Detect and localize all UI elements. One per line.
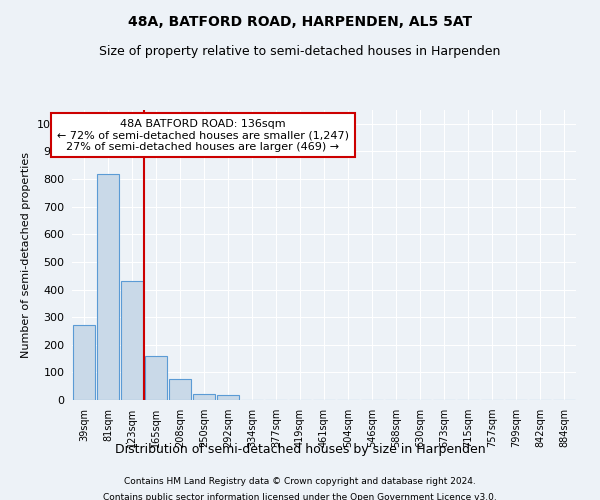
Bar: [217, 395, 239, 400]
Text: Size of property relative to semi-detached houses in Harpenden: Size of property relative to semi-detach…: [100, 45, 500, 58]
Bar: [97, 174, 119, 400]
Bar: [121, 281, 143, 400]
Text: 48A BATFORD ROAD: 136sqm
← 72% of semi-detached houses are smaller (1,247)
27% o: 48A BATFORD ROAD: 136sqm ← 72% of semi-d…: [57, 118, 349, 152]
Y-axis label: Number of semi-detached properties: Number of semi-detached properties: [21, 152, 31, 358]
Text: Contains HM Land Registry data © Crown copyright and database right 2024.: Contains HM Land Registry data © Crown c…: [124, 478, 476, 486]
Text: Distribution of semi-detached houses by size in Harpenden: Distribution of semi-detached houses by …: [115, 442, 485, 456]
Text: 48A, BATFORD ROAD, HARPENDEN, AL5 5AT: 48A, BATFORD ROAD, HARPENDEN, AL5 5AT: [128, 15, 472, 29]
Bar: [169, 380, 191, 400]
Text: Contains public sector information licensed under the Open Government Licence v3: Contains public sector information licen…: [103, 492, 497, 500]
Bar: [193, 394, 215, 400]
Bar: [145, 356, 167, 400]
Bar: [73, 326, 95, 400]
